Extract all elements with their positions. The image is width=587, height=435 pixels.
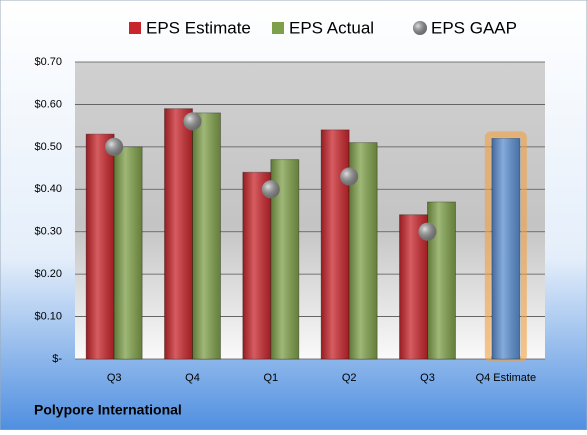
- x-tick-label: Q4: [185, 372, 200, 384]
- estimate-bar-shine: [491, 138, 520, 359]
- gaap-point-shade: [183, 112, 202, 131]
- x-tick-label: Q3: [420, 372, 435, 384]
- gaap-point-shade: [261, 180, 280, 199]
- estimate-bar-shine: [86, 134, 115, 359]
- x-tick-label: Q2: [342, 372, 357, 384]
- y-tick-label: $0.30: [34, 226, 62, 238]
- legend-swatch: [413, 21, 427, 35]
- gaap-point-shade: [340, 167, 359, 186]
- estimate-bar-shine: [164, 108, 193, 360]
- estimate-bar-shine: [242, 172, 271, 359]
- actual-bar-shine: [192, 112, 221, 360]
- legend-swatch: [129, 22, 141, 34]
- x-tick-label: Q1: [263, 372, 278, 384]
- y-tick-label: $0.60: [34, 98, 62, 110]
- legend-label: EPS GAAP: [431, 18, 517, 37]
- y-tick-label: $0.20: [34, 268, 62, 280]
- actual-bar-shine: [114, 146, 143, 359]
- y-tick-label: $0.40: [34, 183, 62, 195]
- plot-area: [75, 62, 545, 359]
- legend-label: EPS Actual: [289, 18, 374, 37]
- estimate-bar-shine: [321, 129, 350, 359]
- y-tick-label: $0.10: [34, 310, 62, 322]
- y-tick-label: $0.50: [34, 141, 62, 153]
- footer: Polypore International: [34, 402, 182, 418]
- legend-swatch: [272, 22, 284, 34]
- x-tick-label: Q3: [107, 372, 122, 384]
- y-tick-label: $0.70: [34, 56, 62, 68]
- gaap-point-shade: [105, 137, 124, 156]
- y-tick-label: $-: [52, 353, 62, 365]
- x-tick-label: Q4 Estimate: [476, 372, 537, 384]
- legend-label: EPS Estimate: [146, 18, 251, 37]
- gaap-point-shade: [418, 222, 437, 241]
